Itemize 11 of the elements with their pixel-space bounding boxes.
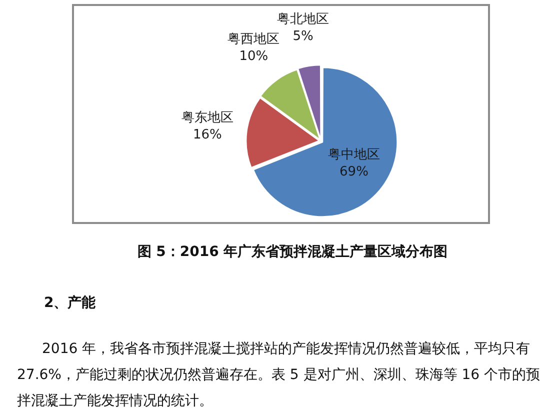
data-label: 10% (239, 49, 268, 64)
text: 2、产能 (44, 294, 97, 313)
text: 图 5：2016 年广东省预拌混凝土产量区域分布图 (136, 243, 449, 261)
slice-label: 粤北地区 (277, 12, 330, 27)
data-label: 16% (192, 128, 222, 143)
slice-label: 粤东地区 (181, 110, 234, 126)
data-label: 69% (340, 164, 368, 180)
data-label: 5% (292, 28, 314, 44)
slice-label: 粤中地区 (328, 147, 380, 162)
slice-label: 粤西地区 (228, 32, 280, 48)
text: 2016 年，我省各市预拌混凝土搅拌站的产能发挥情况仍然普遍较低，平均只有 27.6%，产能过剩的状况仍然普遍存在。表 5 是对广州、深圳、珠海等 16 个市的预拌混凝土产能发挥情况的统计。 (17, 340, 541, 411)
